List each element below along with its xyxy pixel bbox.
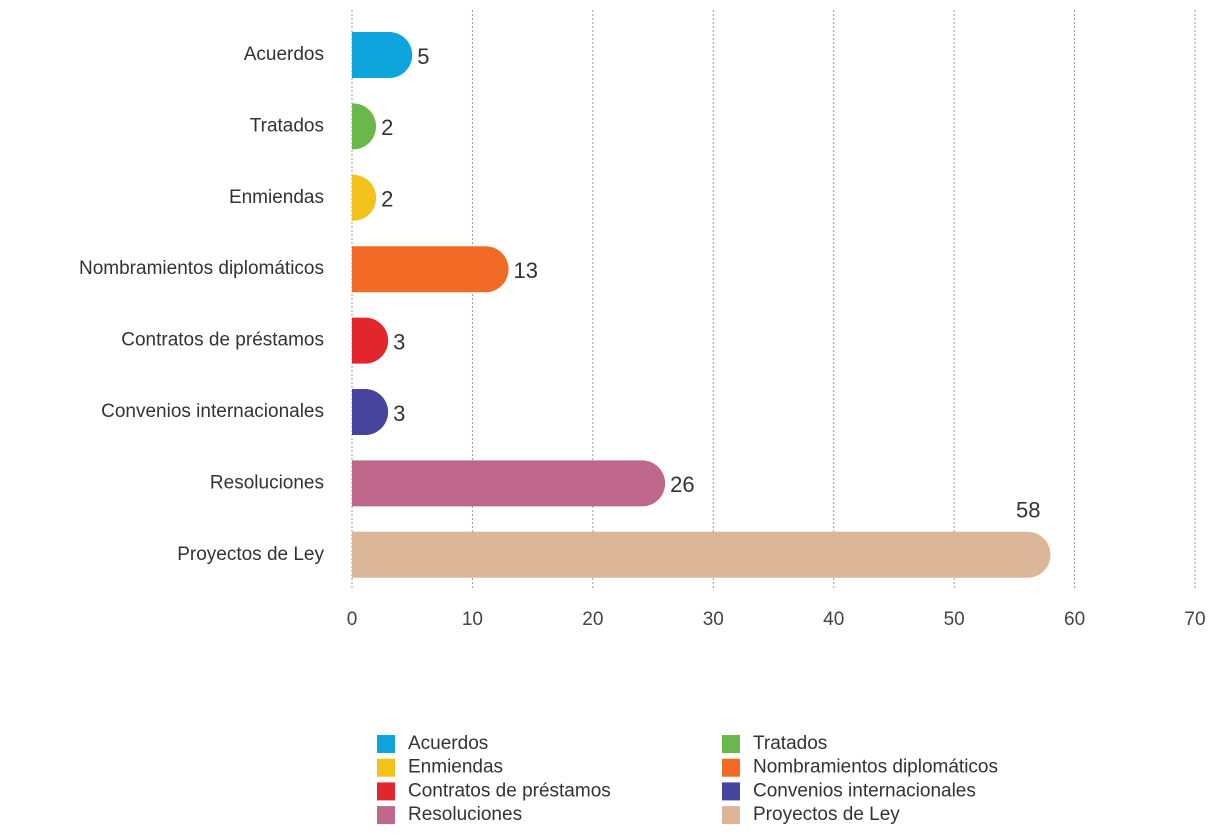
x-tick-label: 30	[703, 609, 724, 630]
x-tick-label: 40	[823, 609, 844, 630]
legend-label: Acuerdos	[408, 733, 488, 754]
value-label: 2	[381, 115, 393, 140]
bar	[352, 174, 377, 221]
bar	[352, 246, 509, 293]
value-label: 26	[670, 472, 694, 497]
legend-label: Convenios internacionales	[753, 780, 976, 801]
legend-swatch	[377, 806, 395, 825]
legend-swatch	[722, 735, 740, 753]
bar	[352, 103, 377, 150]
x-tick-label: 60	[1064, 609, 1085, 630]
legend-label: Contratos de préstamos	[408, 780, 611, 801]
bar	[352, 389, 389, 435]
y-tick-label: Enmiendas	[229, 187, 324, 208]
legend-swatch	[722, 758, 740, 777]
y-tick-label: Resoluciones	[210, 472, 324, 493]
y-tick-label: Contratos de préstamos	[121, 330, 324, 351]
legend-swatch	[377, 782, 395, 801]
legend-label: Nombramientos diplomáticos	[753, 757, 998, 778]
y-tick-label: Convenios internacionales	[101, 401, 324, 422]
value-label: 5	[417, 44, 429, 69]
x-tick-label: 70	[1184, 609, 1205, 630]
legend-swatch	[722, 782, 740, 801]
x-tick-label: 0	[347, 609, 358, 630]
bar	[352, 317, 389, 364]
y-tick-label: Tratados	[250, 115, 324, 136]
value-label: 13	[514, 258, 538, 283]
value-label: 3	[393, 401, 405, 426]
x-tick-label: 20	[582, 609, 603, 630]
value-label: 3	[393, 329, 405, 354]
legend-swatch	[377, 735, 395, 753]
y-tick-label: Acuerdos	[244, 44, 324, 65]
bar	[352, 531, 1051, 578]
legend-label: Proyectos de Ley	[753, 804, 900, 825]
legend-label: Enmiendas	[408, 757, 503, 778]
legend-label: Resoluciones	[408, 804, 522, 825]
bar	[352, 460, 666, 507]
x-tick-label: 10	[462, 609, 483, 630]
y-tick-label: Proyectos de Ley	[177, 544, 324, 565]
legend-label: Tratados	[753, 733, 827, 754]
legend-swatch	[377, 758, 395, 777]
value-label: 58	[1016, 498, 1040, 523]
y-tick-label: Nombramientos diplomáticos	[79, 258, 324, 279]
legend-swatch	[722, 806, 740, 825]
x-tick-label: 50	[944, 609, 965, 630]
value-label: 2	[381, 187, 393, 212]
bar	[352, 32, 413, 78]
